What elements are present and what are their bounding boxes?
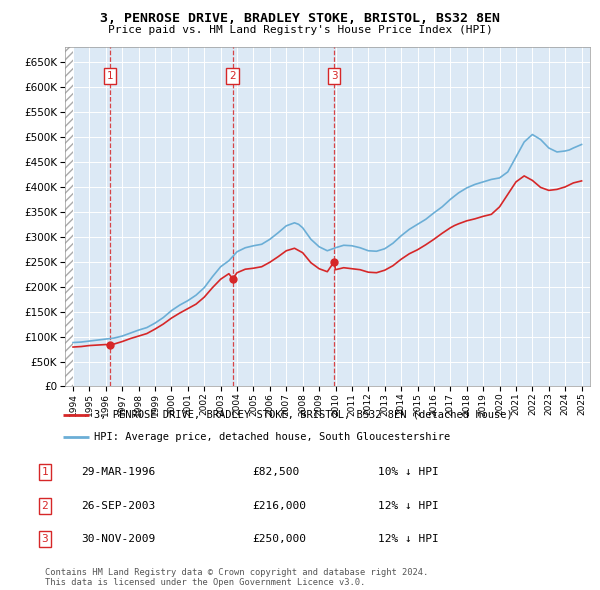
Text: £82,500: £82,500 <box>252 467 299 477</box>
Text: £250,000: £250,000 <box>252 535 306 544</box>
Text: 30-NOV-2009: 30-NOV-2009 <box>81 535 155 544</box>
Text: 29-MAR-1996: 29-MAR-1996 <box>81 467 155 477</box>
Text: 3, PENROSE DRIVE, BRADLEY STOKE, BRISTOL, BS32 8EN (detached house): 3, PENROSE DRIVE, BRADLEY STOKE, BRISTOL… <box>94 410 512 420</box>
Text: 3: 3 <box>331 71 338 81</box>
Text: 3, PENROSE DRIVE, BRADLEY STOKE, BRISTOL, BS32 8EN: 3, PENROSE DRIVE, BRADLEY STOKE, BRISTOL… <box>100 12 500 25</box>
Text: £216,000: £216,000 <box>252 501 306 510</box>
Text: 10% ↓ HPI: 10% ↓ HPI <box>378 467 439 477</box>
Bar <box>65 47 73 386</box>
Text: 2: 2 <box>229 71 236 81</box>
Text: HPI: Average price, detached house, South Gloucestershire: HPI: Average price, detached house, Sout… <box>94 432 450 442</box>
Text: Contains HM Land Registry data © Crown copyright and database right 2024.
This d: Contains HM Land Registry data © Crown c… <box>45 568 428 587</box>
Text: 1: 1 <box>106 71 113 81</box>
Text: 3: 3 <box>41 535 49 544</box>
Text: 12% ↓ HPI: 12% ↓ HPI <box>378 535 439 544</box>
Text: 1: 1 <box>41 467 49 477</box>
Text: Price paid vs. HM Land Registry's House Price Index (HPI): Price paid vs. HM Land Registry's House … <box>107 25 493 35</box>
Text: 12% ↓ HPI: 12% ↓ HPI <box>378 501 439 510</box>
Text: 2: 2 <box>41 501 49 510</box>
Text: 26-SEP-2003: 26-SEP-2003 <box>81 501 155 510</box>
